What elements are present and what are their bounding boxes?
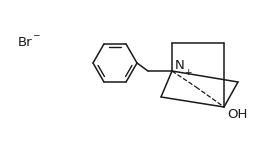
Text: Br: Br [18, 35, 33, 49]
Text: N: N [175, 59, 185, 71]
Text: OH: OH [227, 108, 247, 122]
Text: +: + [184, 67, 191, 76]
Text: −: − [32, 30, 40, 40]
